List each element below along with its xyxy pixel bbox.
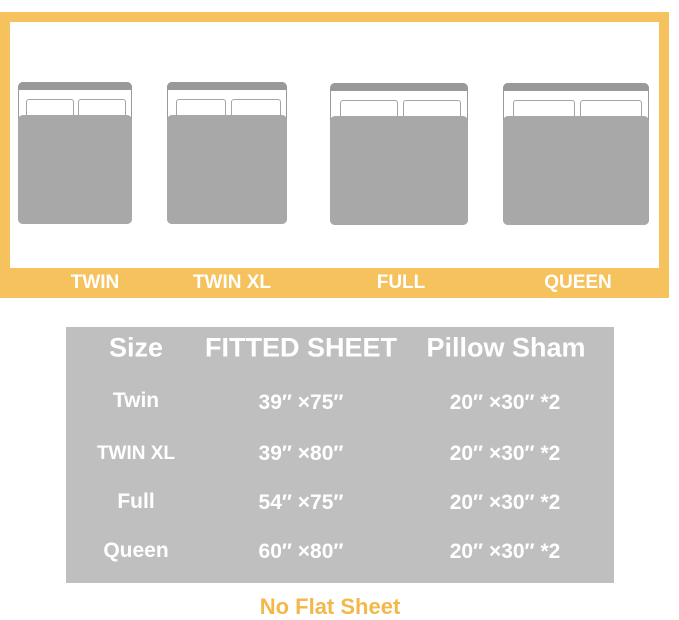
table-cell: Twin <box>112 389 160 412</box>
table-cell: 20″ ×30″ *2 <box>449 442 561 465</box>
table-cell: 54″ ×75″ <box>258 491 344 514</box>
bed-label: FULL <box>376 272 426 293</box>
no-flat-sheet-note: No Flat Sheet <box>259 594 401 619</box>
table-cell: 39″ ×80″ <box>258 442 344 465</box>
twin-xl-bed-icon <box>167 82 287 224</box>
size-table <box>66 327 614 583</box>
table-cell: 20″ ×30″ *2 <box>449 540 561 563</box>
table-cell: 20″ ×30″ *2 <box>449 491 561 514</box>
table-header: Pillow Sham <box>426 332 586 363</box>
table-cell: Queen <box>103 539 169 562</box>
table-cell: 39″ ×75″ <box>258 391 344 414</box>
queen-bed-icon <box>503 83 649 225</box>
twin-bed-icon <box>18 82 132 224</box>
table-cell: TWIN XL <box>96 443 176 464</box>
table-cell: Full <box>117 490 155 513</box>
bed-label: TWIN XL <box>192 272 272 293</box>
table-cell: 20″ ×30″ *2 <box>449 391 561 414</box>
bed-label: QUEEN <box>544 272 612 293</box>
full-bed-icon <box>330 83 468 225</box>
bed-label: TWIN <box>70 272 120 293</box>
table-header: FITTED SHEET <box>204 332 398 363</box>
table-header: Size <box>108 332 164 363</box>
table-cell: 60″ ×80″ <box>258 540 344 563</box>
